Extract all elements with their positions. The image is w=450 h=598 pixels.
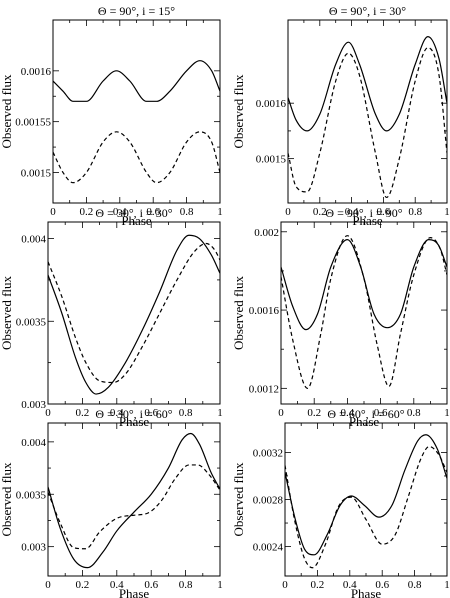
y-axis-label: Observed flux: [231, 462, 246, 537]
x-tick-label: 0.2: [307, 407, 321, 419]
panel-title: Θ = 90°, i = 15°: [98, 4, 175, 18]
x-tick-label: 0.2: [76, 407, 90, 419]
y-tick-label: 0.0035: [16, 489, 47, 501]
y-tick-label: 0.0016: [249, 305, 280, 317]
x-tick-label: 1: [217, 407, 223, 419]
x-tick-label: 0.8: [407, 407, 421, 419]
y-tick-label: 0.0015: [21, 168, 52, 180]
y-tick-label: 0.0035: [16, 316, 47, 328]
x-tick-label: 0: [45, 579, 51, 591]
series-line-solid: [288, 36, 447, 132]
panel-title: Θ = 30°, i = 30°: [95, 206, 172, 220]
series-line-solid: [48, 234, 220, 395]
x-tick-label: 0.8: [408, 206, 422, 218]
y-tick-label: 0.0032: [253, 447, 283, 459]
y-tick-label: 0.004: [21, 437, 46, 449]
y-tick-label: 0.0024: [253, 542, 284, 554]
y-axis-label: Observed flux: [231, 74, 246, 149]
x-tick-label: 0.4: [341, 407, 355, 419]
series-line-dashed: [53, 131, 220, 184]
plot-frame: [52, 19, 221, 204]
x-tick-label: 0.8: [408, 579, 422, 591]
x-tick-label: 0.2: [80, 206, 94, 218]
x-tick-label: 0.4: [110, 579, 124, 591]
x-axis-label: Phase: [351, 586, 382, 598]
x-tick-label: 0: [50, 206, 56, 218]
chart-panel-5: 0 0.2 0.4 0.6 0.8 1 0.003 0.0035 0.004 Θ = 30°, i…: [0, 407, 223, 598]
panel-title: Θ = 90°, i = 30°: [329, 4, 406, 18]
chart-panel-2: 0 0.2 0.4 0.6 0.8 1 0.0015 0.0016 Θ = 90°, i = 3…: [231, 4, 450, 228]
series-line-dashed: [48, 464, 220, 550]
x-axis-label: Phase: [119, 586, 150, 598]
plot-frame: [47, 422, 221, 577]
x-tick-label: 0.6: [377, 206, 391, 218]
y-axis-label: Observed flux: [231, 276, 246, 351]
x-tick-label: 0: [278, 407, 284, 419]
x-tick-label: 0.4: [345, 206, 359, 218]
chart-panel-1: 0 0.2 0.4 0.6 0.8 1 0.0015 0.00155 0.0016 Θ = 90°…: [0, 4, 223, 228]
x-tick-label: 1: [444, 206, 450, 218]
chart-panel-3: 0 0.2 0.4 0.6 0.8 1 0.003 0.0035 0.004 Θ = 30°, i…: [0, 206, 223, 429]
y-tick-label: 0.0015: [256, 154, 287, 166]
x-tick-label: 1: [444, 579, 450, 591]
x-axis-label: Phase: [349, 414, 380, 429]
x-tick-label: 0.2: [313, 206, 327, 218]
x-tick-label: 0.6: [374, 407, 388, 419]
x-axis-label: Phase: [121, 213, 152, 228]
series-line-dashed: [281, 235, 447, 389]
x-tick-label: 0: [45, 407, 51, 419]
panel-title: Θ = 60°, i = 60°: [327, 407, 404, 421]
series-line-solid: [285, 434, 447, 556]
y-axis-label: Observed flux: [0, 276, 14, 351]
x-tick-label: 0.6: [144, 579, 158, 591]
panel-title: Θ = 90°, i = 90°: [325, 206, 402, 220]
plot-frame: [47, 221, 221, 405]
series-line-dashed: [48, 242, 220, 384]
x-tick-label: 0.4: [343, 579, 357, 591]
series-line-dashed: [288, 47, 447, 199]
x-tick-label: 0: [282, 579, 288, 591]
series-line-dashed: [285, 445, 447, 569]
x-tick-label: 0.4: [113, 206, 127, 218]
y-tick-label: 0.00155: [15, 117, 51, 129]
x-tick-label: 0.8: [179, 579, 193, 591]
plot-frame: [287, 19, 448, 204]
y-tick-label: 0.003: [21, 542, 46, 554]
series-line-solid: [53, 60, 220, 102]
y-tick-label: 0.004: [21, 234, 46, 246]
plot-frame: [284, 422, 448, 577]
x-tick-label: 0.2: [311, 579, 325, 591]
y-tick-label: 0.0012: [249, 383, 279, 395]
y-tick-label: 0.003: [21, 399, 46, 411]
y-tick-label: 0.0016: [21, 66, 52, 78]
y-tick-label: 0.0016: [256, 98, 287, 110]
x-tick-label: 0.6: [144, 407, 158, 419]
panel-title: Θ = 30°, i = 60°: [95, 407, 172, 421]
y-axis-label: Observed flux: [0, 462, 14, 537]
x-axis-label: Phase: [352, 213, 383, 228]
y-tick-label: 0.002: [254, 227, 279, 239]
x-tick-label: 0.6: [146, 206, 160, 218]
series-line-solid: [281, 239, 447, 331]
y-tick-label: 0.0028: [253, 495, 284, 507]
chart-panel-6: 0 0.2 0.4 0.6 0.8 1 0.0024 0.0028 0.0032 Θ = 60°,…: [231, 407, 450, 598]
chart-panel-4: 0 0.2 0.4 0.6 0.8 1 0.0012 0.0016 0.002 Θ = 90°, …: [231, 206, 450, 429]
x-tick-label: 0.6: [375, 579, 389, 591]
series-line-solid: [48, 432, 220, 569]
x-tick-label: 0.2: [76, 579, 90, 591]
x-axis-label: Phase: [119, 414, 150, 429]
x-tick-label: 0: [285, 206, 291, 218]
x-tick-label: 1: [444, 407, 450, 419]
x-tick-label: 1: [217, 579, 223, 591]
x-tick-label: 0.8: [179, 407, 193, 419]
x-tick-label: 1: [217, 206, 223, 218]
x-tick-label: 0.4: [110, 407, 124, 419]
y-axis-label: Observed flux: [0, 74, 14, 149]
x-tick-label: 0.8: [180, 206, 194, 218]
